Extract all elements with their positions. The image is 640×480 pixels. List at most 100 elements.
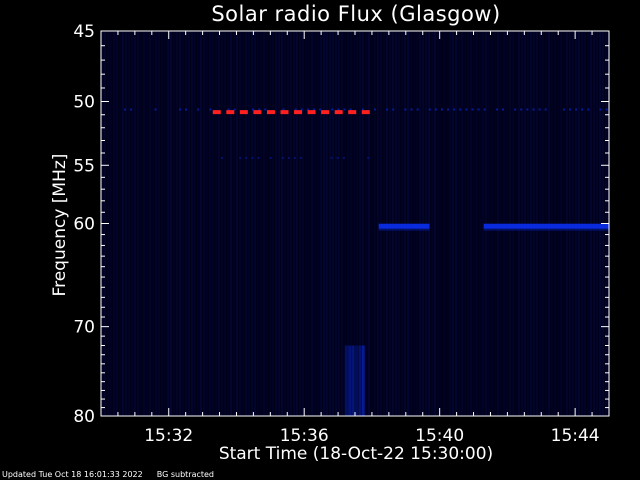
y-tick-label: 70: [73, 318, 95, 338]
field-striation: [413, 31, 415, 416]
field-striation: [479, 31, 481, 416]
field-striation: [278, 31, 280, 416]
field-striation: [458, 31, 460, 416]
red-band-51mhz-segment: [266, 110, 275, 115]
field-striation: [353, 31, 355, 416]
field-striation: [206, 31, 208, 416]
field-striation: [386, 31, 388, 416]
signal-dot: [532, 108, 535, 111]
field-striation: [392, 31, 394, 416]
red-band-51mhz-segment: [294, 110, 303, 115]
red-band-51mhz-segment: [253, 110, 262, 115]
signal-dot: [227, 108, 230, 111]
field-striation: [383, 31, 385, 416]
signal-dot: [575, 108, 578, 111]
signal-dot: [562, 108, 565, 111]
signal-dot: [428, 108, 431, 111]
x-tick-label: 15:44: [551, 426, 600, 446]
field-striation: [197, 31, 199, 416]
field-striation: [236, 31, 238, 416]
signal-dot: [465, 108, 468, 111]
field-striation: [410, 31, 412, 416]
field-striation: [530, 31, 532, 416]
field-striation: [362, 31, 364, 416]
signal-dot: [373, 108, 376, 111]
field-striation: [590, 31, 592, 416]
field-striation: [155, 31, 157, 416]
field-striation: [146, 31, 148, 416]
field-striation: [149, 31, 151, 416]
x-axis-label: Start Time (18-Oct-22 15:30:00): [218, 444, 494, 464]
field-striation: [461, 31, 463, 416]
signal-dot: [441, 108, 444, 111]
red-band-51mhz-segment: [226, 110, 235, 115]
signal-dot: [252, 108, 255, 111]
signal-dot: [526, 108, 529, 111]
field-striation: [203, 31, 205, 416]
field-striation: [176, 31, 178, 416]
field-striation: [443, 31, 445, 416]
field-striation: [521, 31, 523, 416]
field-striation: [212, 31, 214, 416]
field-striation: [440, 31, 442, 416]
field-striation: [395, 31, 397, 416]
field-striation: [593, 31, 595, 416]
field-striation: [572, 31, 574, 416]
field-striation: [326, 31, 328, 416]
signal-dot: [587, 108, 590, 111]
field-striation: [227, 31, 229, 416]
signal-dot: [251, 156, 254, 159]
signal-dot: [501, 108, 504, 111]
signal-dot: [245, 156, 248, 159]
field-striation: [464, 31, 466, 416]
field-striation: [437, 31, 439, 416]
signal-dot: [361, 108, 364, 111]
signal-dot: [544, 108, 547, 111]
field-striation: [503, 31, 505, 416]
signal-dot: [392, 108, 395, 111]
burst-1537-streak: [358, 345, 362, 416]
field-striation: [275, 31, 277, 416]
bg-note: BG subtracted: [156, 470, 215, 479]
signal-dot: [281, 156, 284, 159]
field-striation: [332, 31, 334, 416]
field-striation: [569, 31, 571, 416]
band-60mhz-late: [483, 223, 609, 229]
field-striation: [272, 31, 274, 416]
y-tick-label: 55: [73, 156, 95, 176]
field-striation: [365, 31, 367, 416]
signal-dot: [520, 108, 523, 111]
field-striation: [488, 31, 490, 416]
field-striation: [533, 31, 535, 416]
spectrogram-field: [101, 31, 610, 416]
field-background: [101, 31, 609, 416]
field-striation: [248, 31, 250, 416]
signal-dot: [300, 108, 303, 111]
updated-text: Updated Tue Oct 18 16:01:33 2022: [2, 470, 143, 479]
field-striation: [188, 31, 190, 416]
signal-dot: [220, 156, 223, 159]
field-striation: [263, 31, 265, 416]
signal-dot: [495, 108, 498, 111]
x-tick-label: 15:40: [415, 426, 464, 446]
field-striation: [473, 31, 475, 416]
y-axis-label: Frequency [MHz]: [50, 153, 70, 297]
field-striation: [398, 31, 400, 416]
field-striation: [557, 31, 559, 416]
field-striation: [143, 31, 145, 416]
signal-dot: [342, 156, 345, 159]
field-striation: [221, 31, 223, 416]
field-striation: [245, 31, 247, 416]
field-striation: [539, 31, 541, 416]
field-striation: [254, 31, 256, 416]
y-tick-label: 80: [73, 407, 95, 427]
signal-dot: [319, 108, 322, 111]
field-striation: [560, 31, 562, 416]
chart-title: Solar radio Flux (Glasgow): [211, 2, 501, 26]
field-striation: [527, 31, 529, 416]
field-striation: [344, 31, 346, 416]
field-striation: [200, 31, 202, 416]
field-striation: [239, 31, 241, 416]
burst-1537-streak: [351, 345, 355, 416]
